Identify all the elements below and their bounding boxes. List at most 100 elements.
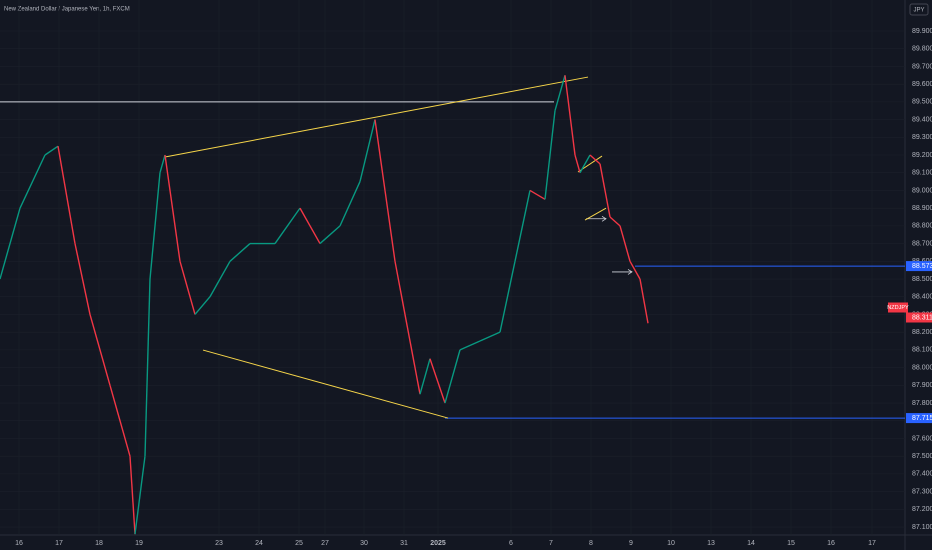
trendline <box>202 349 449 419</box>
price-segment <box>159 154 166 173</box>
x-tick-label: 6 <box>509 540 513 547</box>
x-tick-label: 17 <box>55 540 63 547</box>
price-segment <box>209 260 231 298</box>
x-tick-label: 30 <box>360 540 368 547</box>
price-segment <box>0 207 21 280</box>
price-label: 88.311 <box>912 314 932 321</box>
y-tick-label: 89.400 <box>912 116 932 123</box>
price-segment <box>514 190 531 262</box>
x-tick-label: 16 <box>15 540 23 547</box>
price-label-box <box>906 413 932 424</box>
x-tick-label: 31 <box>400 540 408 547</box>
x-tick-label: 13 <box>707 540 715 547</box>
arrow-head <box>627 269 633 275</box>
symbol-box <box>888 302 908 313</box>
y-tick-label: 88.700 <box>912 240 932 247</box>
price-segment <box>384 190 396 262</box>
y-tick-label: 87.800 <box>912 400 932 407</box>
y-tick-label: 87.500 <box>912 453 932 460</box>
y-tick-label: 89.300 <box>912 134 932 141</box>
x-tick-label: 27 <box>321 540 329 547</box>
price-segment <box>419 358 431 395</box>
y-tick-label: 87.200 <box>912 506 932 513</box>
y-tick-label: 88.400 <box>912 294 932 301</box>
price-segment <box>109 385 131 457</box>
x-tick-label: 19 <box>135 540 143 547</box>
y-tick-label: 89.500 <box>912 99 932 106</box>
x-tick-label: 17 <box>868 540 876 547</box>
y-tick-label: 88.800 <box>912 223 932 230</box>
price-segment <box>134 456 146 535</box>
price-segment <box>564 75 576 156</box>
price-segment <box>429 358 446 404</box>
price-segment <box>274 207 301 244</box>
price-segment <box>339 181 361 227</box>
price-segment <box>529 189 546 200</box>
y-tick-label: 88.500 <box>912 276 932 283</box>
y-tick-label: 87.600 <box>912 435 932 442</box>
x-tick-label: 18 <box>95 540 103 547</box>
y-tick-label: 89.000 <box>912 187 932 194</box>
y-tick-label: 87.100 <box>912 524 932 531</box>
currency-box <box>909 3 929 16</box>
y-tick-label: 89.600 <box>912 81 932 88</box>
price-segment <box>374 119 386 191</box>
price-label-box <box>906 312 932 323</box>
price-segment <box>589 154 601 165</box>
price-segment <box>164 154 181 262</box>
price-segment <box>479 331 501 342</box>
price-segment <box>629 260 641 280</box>
chart-title: New Zealand Dollar / Japanese Yen, 1h, F… <box>4 7 130 13</box>
x-tick-label: 2025 <box>430 540 446 547</box>
x-tick-label: 23 <box>215 540 223 547</box>
price-segment <box>129 456 136 535</box>
price-segment <box>179 261 196 315</box>
y-tick-label: 88.900 <box>912 205 932 212</box>
price-segment <box>609 216 621 227</box>
price-segment <box>599 163 611 218</box>
price-segment <box>394 261 406 315</box>
trendline <box>584 207 607 221</box>
trendline <box>164 76 589 158</box>
y-tick-label: 88.200 <box>912 329 932 336</box>
x-tick-label: 16 <box>827 540 835 547</box>
price-segment <box>459 340 481 351</box>
price-label-box <box>906 261 932 272</box>
arrow-head <box>601 215 607 222</box>
price-segment <box>579 154 591 174</box>
price-segment <box>554 75 566 111</box>
x-tick-label: 9 <box>629 540 633 547</box>
price-segment <box>74 243 91 315</box>
x-tick-label: 14 <box>747 540 755 547</box>
x-tick-label: 7 <box>549 540 553 547</box>
y-tick-label: 89.200 <box>912 152 932 159</box>
price-segment <box>359 119 376 182</box>
price-segment <box>404 314 421 395</box>
y-tick-label: 88.100 <box>912 347 932 354</box>
y-tick-label: 89.100 <box>912 170 932 177</box>
price-segment <box>57 146 76 244</box>
x-tick-label: 8 <box>589 540 593 547</box>
y-tick-label: 87.300 <box>912 488 932 495</box>
price-segment <box>144 278 151 457</box>
price-segment <box>639 278 649 324</box>
y-tick-label: 88.000 <box>912 364 932 371</box>
price-segment <box>19 154 46 209</box>
currency: JPY <box>913 8 924 14</box>
price-segment <box>299 207 321 244</box>
y-tick-label: 89.800 <box>912 46 932 53</box>
x-tick-label: 15 <box>787 540 795 547</box>
price-segment <box>574 154 581 173</box>
x-tick-label: 10 <box>667 540 675 547</box>
price-segment <box>89 314 111 386</box>
price-segment <box>444 349 461 404</box>
price-segment <box>499 261 516 333</box>
y-tick-label: 87.400 <box>912 471 932 478</box>
y-tick-label: 87.900 <box>912 382 932 389</box>
price-segment <box>319 225 341 245</box>
price-segment <box>44 145 59 156</box>
y-tick-label: 89.900 <box>912 28 932 35</box>
x-tick-label: 24 <box>255 540 263 547</box>
